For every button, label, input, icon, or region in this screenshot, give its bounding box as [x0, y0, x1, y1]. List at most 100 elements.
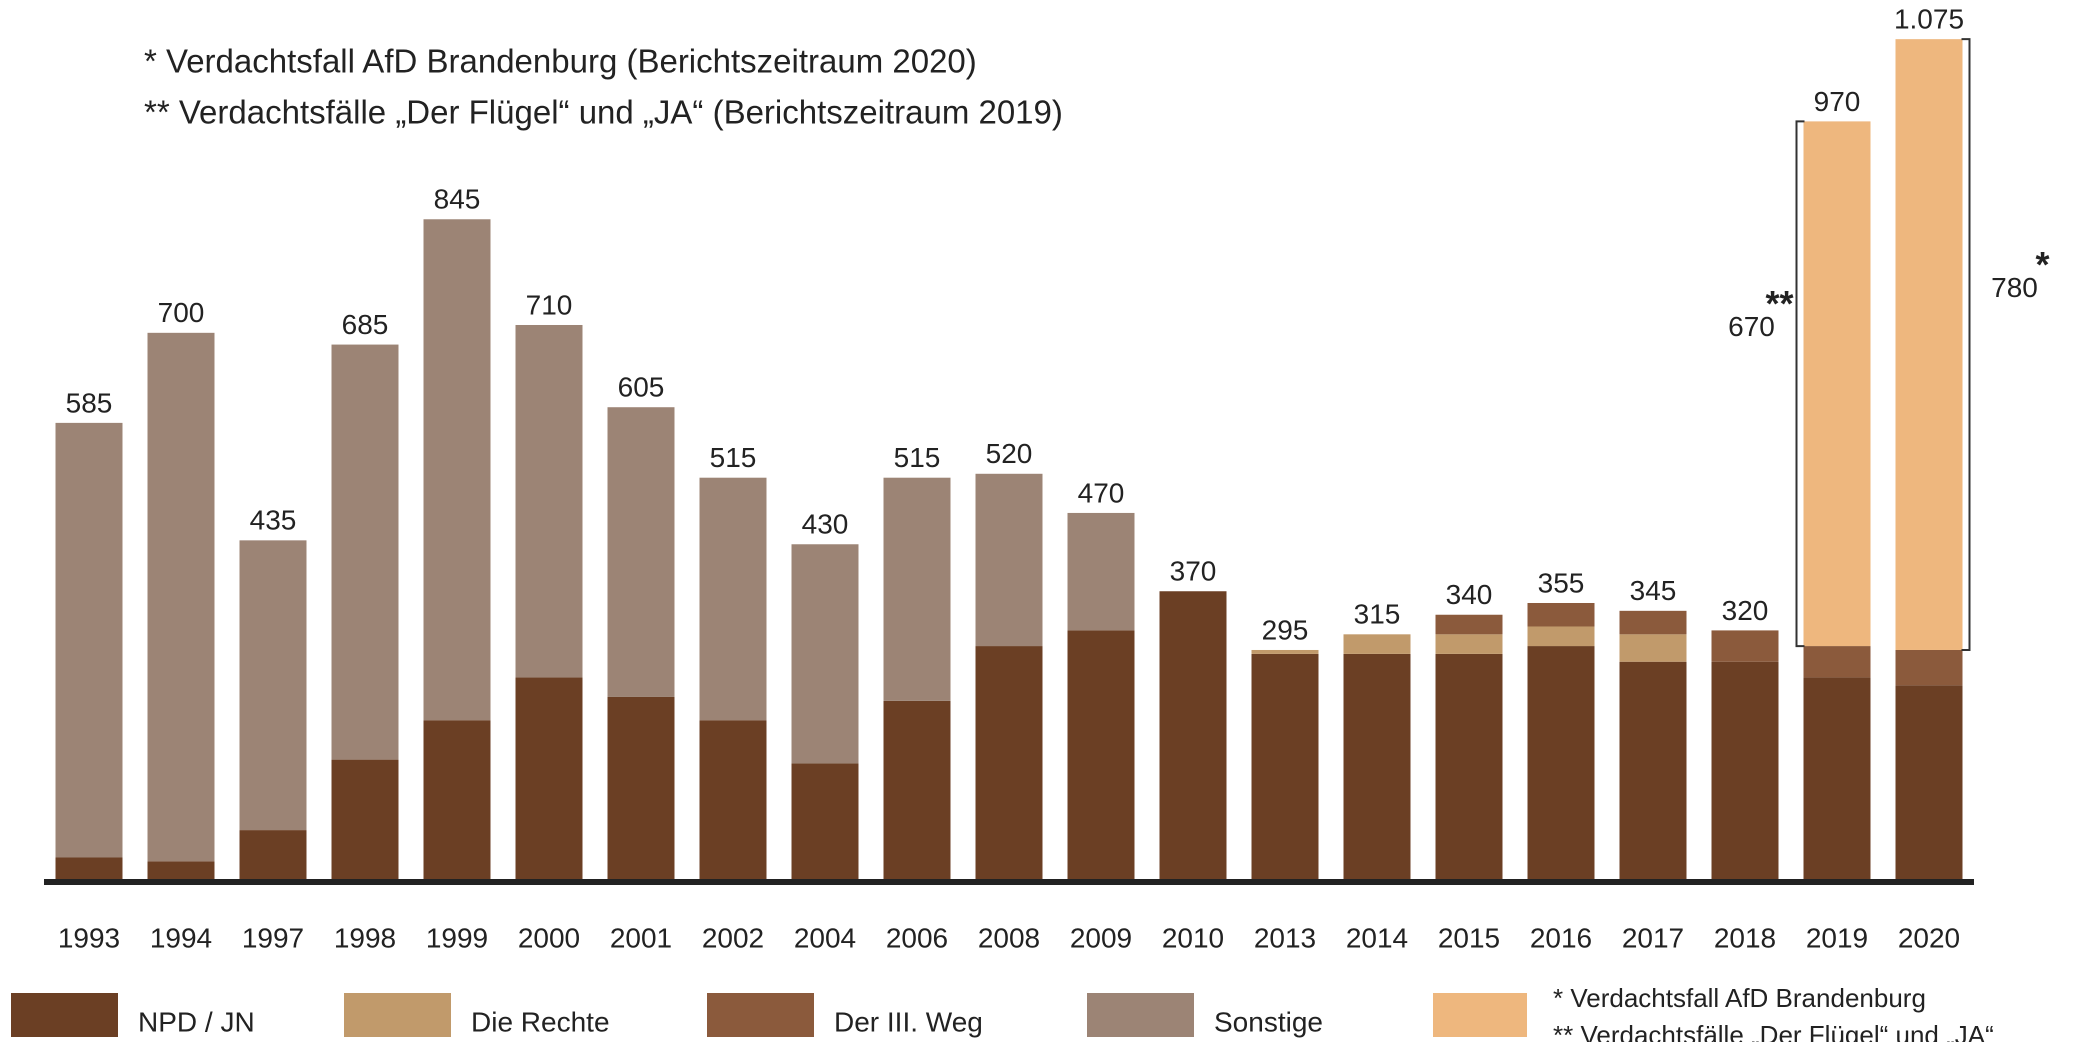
bar-segment [791, 763, 859, 881]
legend-swatch [1087, 993, 1194, 1037]
x-tick-label: 2020 [1898, 922, 1960, 953]
x-tick-label: 2008 [978, 922, 1040, 953]
value-label: 605 [618, 372, 665, 403]
bar-segment [1619, 661, 1687, 881]
bar-segment [699, 720, 767, 881]
x-tick-label: 2018 [1714, 922, 1776, 953]
value-label: 470 [1078, 477, 1125, 508]
bar-segment [331, 344, 399, 760]
x-tick-label: 2017 [1622, 922, 1684, 953]
legend-label: Die Rechte [471, 1006, 610, 1037]
value-label: 435 [250, 505, 297, 536]
bar-segment [423, 720, 491, 881]
value-label: 515 [710, 442, 757, 473]
value-label: 295 [1262, 614, 1309, 645]
bar-segment [1067, 512, 1135, 631]
value-label: 515 [894, 442, 941, 473]
legend-swatch [707, 993, 814, 1037]
x-tick-label: 2001 [610, 922, 672, 953]
bar-segment [515, 677, 583, 881]
x-tick-label: 2010 [1162, 922, 1224, 953]
bar-segment [1067, 630, 1135, 881]
bar-segment [883, 700, 951, 881]
annotation-mark: * [2035, 244, 2049, 285]
bar-segment [1343, 653, 1411, 881]
bar-segment [607, 696, 675, 881]
bar-segment [1803, 677, 1871, 881]
x-tick-label: 2006 [886, 922, 948, 953]
bar-segment [1711, 661, 1779, 881]
bar-segment [1619, 610, 1687, 635]
bar-segment [1895, 39, 1963, 650]
x-tick-label: 1999 [426, 922, 488, 953]
bar-segment [239, 540, 307, 831]
x-tick-label: 2004 [794, 922, 856, 953]
bar-segment [1803, 646, 1871, 678]
bar-segment [699, 477, 767, 721]
x-tick-label: 1998 [334, 922, 396, 953]
value-label: 315 [1354, 599, 1401, 630]
value-label: 970 [1814, 86, 1861, 117]
value-label: 430 [802, 509, 849, 540]
bar-segment [1619, 634, 1687, 662]
x-tick-label: 2014 [1346, 922, 1408, 953]
bar-segment [1435, 634, 1503, 654]
legend-swatch [344, 993, 451, 1037]
bar-segment [1435, 653, 1503, 881]
x-tick-label: 2002 [702, 922, 764, 953]
bar-segment [1251, 649, 1319, 654]
x-tick-label: 2009 [1070, 922, 1132, 953]
x-tick-label: 1997 [242, 922, 304, 953]
bar-segment [1159, 591, 1227, 881]
legend-label: ** Verdachtsfälle „Der Flügel“ und „JA“ [1553, 1020, 1994, 1042]
annotation: 780 [1991, 272, 2038, 303]
bar-segment [1803, 121, 1871, 647]
value-label: 1.075 [1894, 4, 1964, 35]
bar-segment [147, 332, 215, 862]
x-tick-label: 2015 [1438, 922, 1500, 953]
bar-segment [147, 861, 215, 881]
bar-segment [607, 407, 675, 697]
bar-segment [975, 646, 1043, 881]
legend-label: * Verdachtsfall AfD Brandenburg [1553, 983, 1926, 1013]
bracket [1795, 120, 1805, 648]
value-label: 845 [434, 184, 481, 215]
value-label: 585 [66, 387, 113, 418]
note: ** Verdachtsfälle „Der Flügel“ und „JA“ … [144, 94, 1063, 131]
value-label: 355 [1538, 567, 1585, 598]
bar-segment [1343, 634, 1411, 654]
bar-segment [883, 477, 951, 701]
value-label: 340 [1446, 579, 1493, 610]
bar-segment [791, 544, 859, 764]
legend-swatch [1433, 993, 1527, 1037]
note: * Verdachtsfall AfD Brandenburg (Bericht… [144, 43, 977, 80]
annotation: 670 [1728, 311, 1775, 342]
x-tick-label: 2016 [1530, 922, 1592, 953]
x-tick-label: 2019 [1806, 922, 1868, 953]
x-tick-label: 2013 [1254, 922, 1316, 953]
bar-segment [55, 422, 123, 858]
value-label: 710 [526, 289, 573, 320]
annotation-mark: ** [1765, 283, 1793, 324]
legend-label: NPD / JN [138, 1006, 255, 1037]
x-tick-label: 1994 [150, 922, 212, 953]
bar-segment [1895, 649, 1963, 686]
bar-segment [1895, 685, 1963, 881]
x-tick-label: 1993 [58, 922, 120, 953]
bar-segment [55, 857, 123, 881]
bar-segment [331, 759, 399, 881]
bar-segment [1435, 614, 1503, 635]
bar-segment [239, 830, 307, 881]
bar-segment [423, 219, 491, 721]
bar-segment [1527, 602, 1595, 627]
bar-segment [1527, 626, 1595, 647]
value-label: 700 [158, 297, 205, 328]
bracket [1961, 38, 1971, 651]
bar-segment [1527, 646, 1595, 881]
legend-label: Sonstige [1214, 1006, 1323, 1037]
value-label: 345 [1630, 575, 1677, 606]
bar-segment [1251, 653, 1319, 881]
value-label: 370 [1170, 556, 1217, 587]
legend-swatch [11, 993, 118, 1037]
bar-segment [515, 324, 583, 678]
